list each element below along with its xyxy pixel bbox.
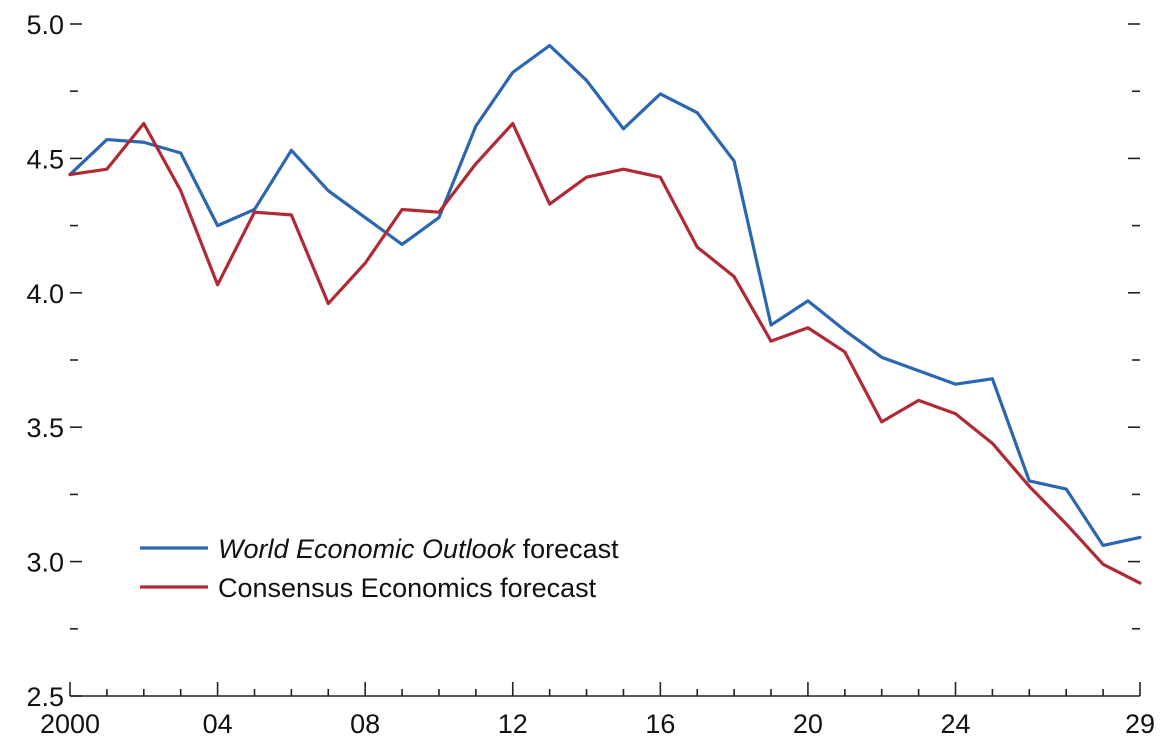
series-layer — [68, 43, 1142, 585]
y-tick-label: 3.0 — [26, 548, 64, 578]
x-tick-label: 16 — [645, 709, 675, 739]
x-tick-label: 20 — [793, 709, 823, 739]
y-tick-label: 3.5 — [26, 413, 64, 443]
y-tick-label: 4.5 — [26, 144, 64, 174]
x-tick-label: 29 — [1125, 709, 1155, 739]
y-tick-label: 5.0 — [26, 10, 64, 40]
legend: World Economic Outlook forecast Consensu… — [140, 534, 619, 603]
x-tick-label: 08 — [350, 709, 380, 739]
y-tick-label: 2.5 — [26, 682, 64, 712]
series-line-consensus — [68, 121, 1142, 585]
x-tick-label: 2000 — [40, 709, 100, 739]
axes: 2.5 3.0 3.5 4.0 4.5 5.0 2000 04 08 12 16 20 24 29 — [26, 10, 1155, 739]
x-tick-label: 04 — [203, 709, 233, 739]
legend-label-weo-rest: forecast — [515, 534, 619, 564]
x-tick-label: 12 — [498, 709, 528, 739]
legend-label-consensus-rest: Consensus Economics forecast — [218, 573, 597, 603]
y-tick-label: 4.0 — [26, 279, 64, 309]
legend-label-weo: World Economic Outlook forecast — [218, 534, 619, 564]
legend-label-weo-italic: World Economic Outlook — [218, 534, 517, 564]
series-line-weo — [68, 43, 1142, 548]
x-tick-label: 24 — [940, 709, 970, 739]
legend-label-consensus: Consensus Economics forecast — [218, 573, 597, 603]
